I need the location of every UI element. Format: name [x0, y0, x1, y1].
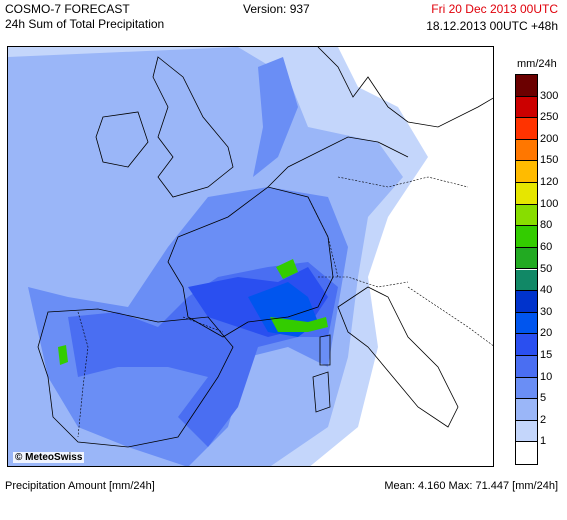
legend-swatch	[516, 183, 537, 205]
border-alps	[318, 276, 409, 288]
precip-area-5mm-north	[253, 57, 298, 177]
legend-label: 10	[540, 370, 553, 383]
coastline-corsica	[319, 334, 331, 366]
legend-swatch	[516, 377, 537, 400]
legend-swatch	[516, 226, 537, 248]
legend-swatch	[516, 96, 537, 119]
legend-label: 250	[540, 111, 559, 124]
model-title: COSMO-7 FORECAST	[5, 2, 130, 16]
legend-label: 5	[540, 392, 547, 405]
legend-swatch	[516, 204, 537, 227]
legend-label: 300	[540, 89, 559, 102]
precip-cell-50mm-alps	[276, 259, 298, 279]
legend-swatch	[516, 355, 537, 378]
legend-swatch	[516, 442, 537, 464]
coastline-uk	[152, 56, 234, 198]
legend-label: 120	[540, 176, 559, 189]
precip-cell-50mm-riviera	[270, 317, 328, 332]
coastlines	[37, 47, 493, 448]
version-label: Version: 937	[243, 2, 310, 16]
legend-label: 15	[540, 348, 553, 361]
legend-swatch	[516, 139, 537, 162]
legend-swatch	[516, 334, 537, 356]
color-legend	[515, 74, 538, 465]
border-france-germany	[307, 196, 339, 278]
legend-label: 50	[540, 262, 553, 275]
coastline-france	[167, 186, 334, 338]
precip-cell-50mm-iberia	[58, 345, 68, 365]
legend-swatch	[516, 420, 537, 443]
coastline-ireland	[95, 111, 149, 168]
borders	[77, 176, 493, 438]
legend-swatch	[516, 161, 537, 184]
legend-swatch	[516, 75, 537, 97]
legend-label: 80	[540, 219, 553, 232]
legend-label: 30	[540, 305, 553, 318]
legend-swatch	[516, 312, 537, 335]
coastline-italy	[337, 286, 459, 428]
map-canvas	[8, 47, 493, 466]
legend-label: 100	[540, 197, 559, 210]
legend-swatch	[516, 118, 537, 140]
legend-label: 200	[540, 132, 559, 145]
precipitation-map: © MeteoSwiss	[7, 46, 494, 467]
copyright-label: © MeteoSwiss	[13, 452, 85, 463]
coastline-north-sea	[267, 136, 409, 188]
legend-label: 20	[540, 327, 553, 340]
legend-label: 60	[540, 240, 553, 253]
legend-swatch	[516, 291, 537, 313]
coastline-iberia	[37, 308, 234, 448]
legend-label: 1	[540, 435, 547, 448]
legend-swatch	[516, 399, 537, 421]
product-title: 24h Sum of Total Precipitation	[5, 17, 165, 31]
border-central-europe	[337, 176, 469, 188]
run-time: 18.12.2013 00UTC +48h	[426, 19, 558, 33]
legend-label: 2	[540, 413, 547, 426]
variable-label: Precipitation Amount [mm/24h]	[5, 480, 155, 492]
coastline-scandinavia	[317, 47, 493, 128]
legend-swatch	[516, 247, 537, 270]
coastline-sardinia	[312, 371, 331, 413]
statistics-label: Mean: 4.160 Max: 71.447 [mm/24h]	[384, 480, 558, 492]
legend-unit: mm/24h	[517, 58, 557, 70]
legend-swatch	[516, 269, 537, 292]
border-spain-portugal	[77, 311, 89, 438]
valid-time: Fri 20 Dec 2013 00UTC	[431, 2, 558, 16]
legend-label: 40	[540, 284, 553, 297]
legend-label: 150	[540, 154, 559, 167]
border-france-spain	[182, 316, 224, 333]
border-balkans	[407, 286, 493, 346]
